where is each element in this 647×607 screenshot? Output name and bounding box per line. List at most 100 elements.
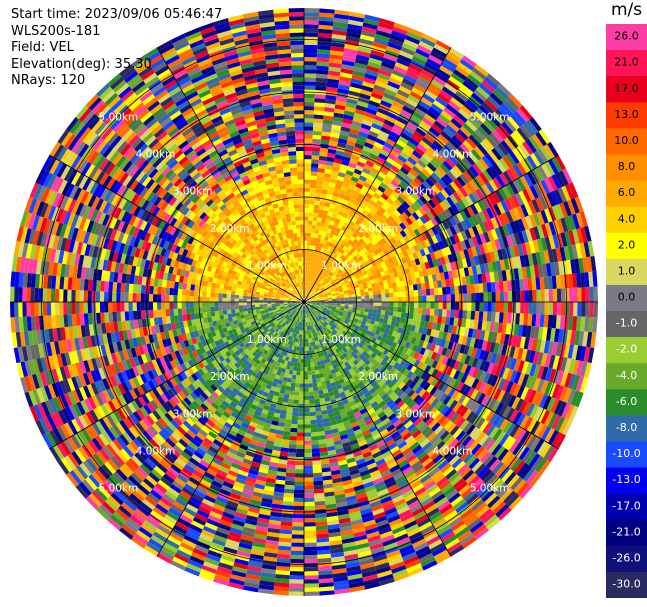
velocity-gate	[461, 157, 473, 169]
velocity-gate	[311, 270, 315, 275]
velocity-gate	[426, 86, 440, 97]
velocity-gate	[315, 267, 319, 273]
velocity-gate	[316, 277, 320, 282]
velocity-gate	[320, 256, 324, 261]
velocity-gate	[370, 92, 384, 100]
velocity-gate	[297, 358, 302, 364]
velocity-gate	[304, 293, 306, 299]
velocity-gate	[433, 169, 444, 180]
velocity-gate	[292, 407, 299, 413]
velocity-gate	[304, 444, 312, 449]
velocity-gate	[474, 283, 480, 294]
velocity-gate	[309, 282, 312, 287]
velocity-gate	[509, 94, 523, 109]
velocity-gate	[536, 302, 541, 315]
velocity-gate	[313, 122, 323, 128]
velocity-gate	[410, 302, 415, 308]
velocity-gate	[308, 257, 312, 262]
velocity-gate	[472, 67, 487, 80]
velocity-gate	[377, 72, 391, 81]
velocity-gate	[289, 440, 297, 445]
velocity-gate	[445, 157, 456, 169]
velocity-gate	[319, 279, 324, 284]
velocity-gate	[340, 185, 348, 192]
velocity-gate	[313, 204, 320, 210]
velocity-gate	[304, 191, 310, 196]
velocity-gate	[410, 134, 422, 144]
velocity-gate	[334, 271, 339, 277]
velocity-gate	[337, 223, 343, 230]
velocity-gate	[304, 179, 311, 184]
velocity-gate	[293, 489, 304, 494]
velocity-gate	[304, 265, 306, 270]
velocity-gate	[419, 140, 430, 150]
velocity-gate	[366, 212, 374, 220]
velocity-gate	[384, 218, 393, 226]
velocity-gate	[295, 375, 301, 380]
velocity-gate	[333, 208, 340, 215]
velocity-gate	[466, 310, 472, 320]
velocity-gate	[396, 58, 411, 67]
velocity-gate	[350, 154, 360, 161]
velocity-gate	[399, 50, 414, 60]
velocity-gate	[357, 178, 366, 186]
velocity-gate	[324, 278, 329, 283]
velocity-gate	[345, 169, 354, 177]
velocity-gate	[357, 192, 366, 200]
velocity-gate	[494, 145, 506, 158]
velocity-gate	[297, 428, 304, 433]
velocity-gate	[389, 302, 394, 307]
velocity-gate	[309, 187, 316, 193]
velocity-gate	[316, 289, 321, 293]
velocity-gate	[320, 218, 327, 224]
velocity-gate	[393, 306, 398, 312]
velocity-gate	[430, 103, 444, 114]
velocity-gate	[478, 283, 484, 293]
velocity-gate	[329, 267, 335, 272]
velocity-gate	[478, 158, 489, 170]
velocity-gate	[307, 296, 311, 300]
velocity-gate	[442, 287, 447, 295]
velocity-gate	[422, 180, 432, 190]
velocity-gate	[331, 225, 338, 232]
velocity-gate	[328, 182, 336, 188]
velocity-gate	[306, 273, 309, 278]
velocity-gate	[450, 294, 456, 302]
velocity-gate	[397, 296, 402, 302]
velocity-gate	[291, 530, 304, 535]
velocity-gate	[337, 247, 343, 253]
velocity-gate	[304, 204, 310, 209]
velocity-gate	[416, 283, 422, 291]
velocity-gate	[326, 194, 333, 200]
velocity-gate	[329, 203, 336, 209]
velocity-gate	[304, 244, 307, 249]
velocity-gate	[310, 232, 315, 238]
velocity-gate	[304, 571, 319, 576]
velocity-gate	[404, 175, 414, 184]
velocity-gate	[581, 302, 586, 317]
velocity-gate	[402, 189, 411, 199]
velocity-gate	[373, 141, 384, 150]
velocity-gate	[304, 363, 308, 368]
velocity-gate	[305, 277, 307, 282]
velocity-gate	[317, 246, 322, 252]
velocity-gate	[311, 224, 317, 230]
velocity-gate	[328, 207, 335, 213]
velocity-gate	[307, 371, 312, 376]
velocity-gate	[386, 232, 394, 240]
velocity-gate	[377, 217, 385, 225]
velocity-gate	[295, 461, 304, 466]
velocity-gate	[384, 175, 393, 184]
velocity-gate	[369, 96, 382, 104]
velocity-gate	[306, 277, 308, 282]
velocity-gate	[296, 371, 301, 376]
velocity-gate	[290, 427, 298, 433]
velocity-gate	[304, 575, 319, 580]
velocity-gate	[475, 160, 486, 173]
velocity-gate	[411, 55, 427, 66]
velocity-gate	[349, 235, 356, 242]
velocity-gate	[311, 436, 319, 441]
velocity-gate	[379, 230, 387, 238]
velocity-gate	[487, 292, 492, 302]
velocity-gate	[499, 291, 505, 302]
